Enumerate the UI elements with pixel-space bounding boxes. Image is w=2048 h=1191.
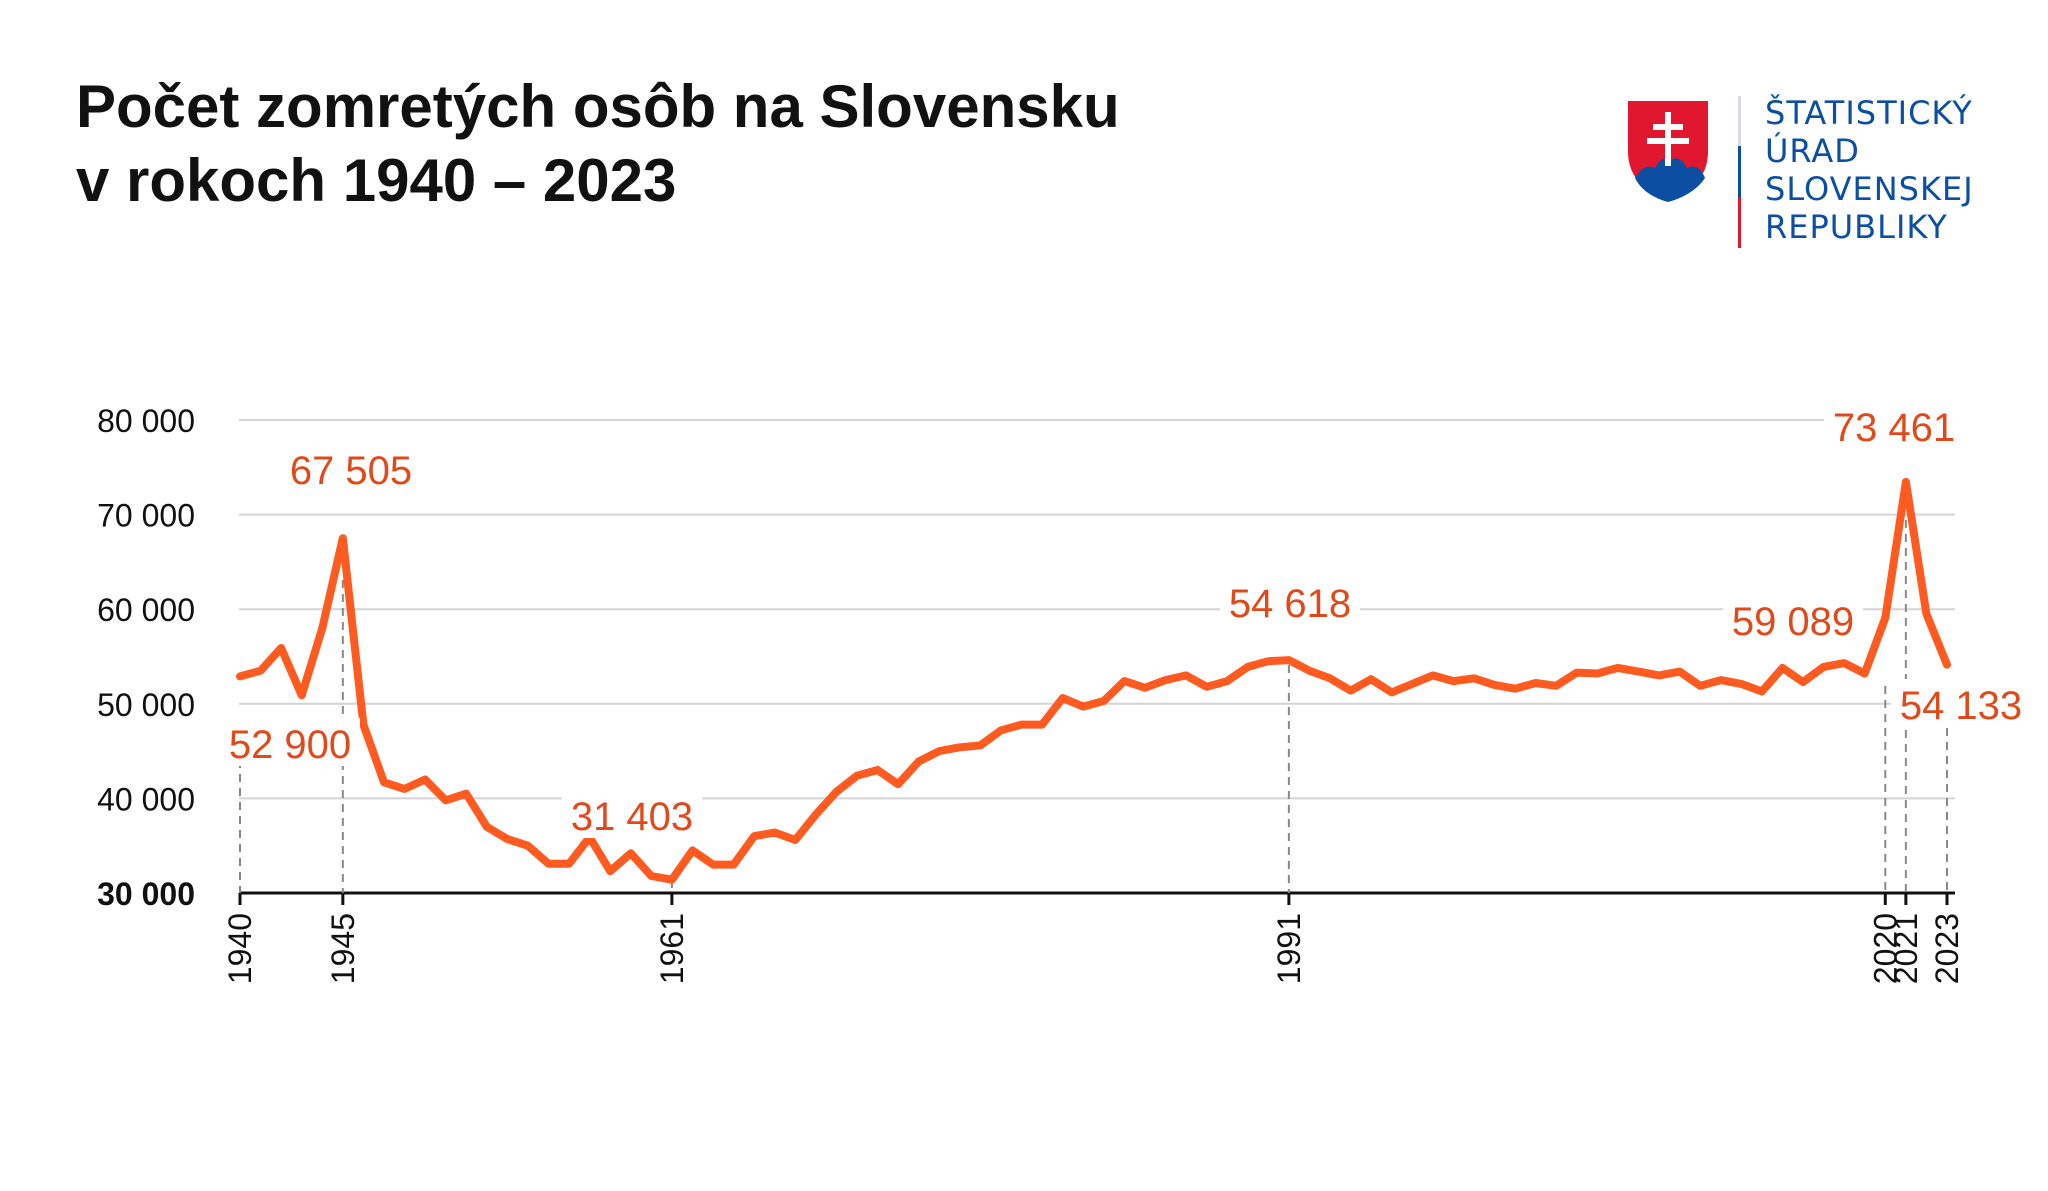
- x-tick-label: 1945: [325, 913, 361, 984]
- logo-line-1: ŠTATISTICKÝ: [1765, 94, 1973, 132]
- x-tick-label: 1940: [222, 913, 258, 984]
- logo-divider: [1738, 96, 1741, 248]
- annotation-bg: [281, 444, 421, 492]
- y-tick-label: 80 000: [97, 403, 195, 439]
- x-tick-label: 1961: [654, 913, 690, 984]
- logo-line-3: SLOVENSKEJ: [1765, 170, 1974, 208]
- annotation-label-2020: 59 089: [1732, 600, 1854, 644]
- annotation-bg: [220, 718, 360, 766]
- annotation-label-1991: 54 618: [1229, 582, 1351, 626]
- series-deaths: [236, 477, 1951, 884]
- series-line: [236, 477, 1951, 884]
- annotation-labels: 52 900 67 505 31 403 54 618 59 089 73 461 54 1…: [220, 401, 2031, 839]
- y-tick-label: 30 000: [97, 876, 195, 912]
- annotation-label-1961: 31 403: [571, 795, 693, 839]
- annotation-label-1940: 52 900: [229, 723, 351, 767]
- y-axis: 30 000 40 000 50 000 60 000 70 000 80 000: [97, 403, 195, 912]
- annotation-bg: [1220, 577, 1360, 625]
- chart-title-line-2: v rokoch 1940 – 2023: [76, 147, 677, 214]
- logo-text: ŠTATISTICKÝ ÚRAD SLOVENSKEJ REPUBLIKY: [1765, 94, 1974, 246]
- x-tick-label: 2021: [1888, 913, 1924, 984]
- y-tick-label: 70 000: [97, 498, 195, 534]
- annotation-bg: [562, 790, 702, 838]
- annotation-bg: [1891, 679, 2031, 727]
- x-tick-label: 2023: [1929, 913, 1965, 984]
- logo-line-2: ÚRAD: [1765, 132, 1860, 170]
- chart-title-line-1: Počet zomretých osôb na Slovensku: [76, 73, 1120, 140]
- chart-title: Počet zomretých osôb na Slovensku v roko…: [76, 70, 1120, 218]
- coat-of-arms-icon: [1626, 99, 1710, 204]
- annotation-label-2021: 73 461: [1833, 406, 1955, 450]
- x-tick-label: 1991: [1271, 913, 1307, 984]
- y-tick-label: 60 000: [97, 592, 195, 628]
- annotation-bg: [1824, 401, 1964, 449]
- logo-line-4: REPUBLIKY: [1765, 208, 1948, 246]
- annotation-label-1945: 67 505: [290, 449, 412, 493]
- grid-lines: [239, 419, 1955, 800]
- x-tick-label: 2020: [1867, 913, 1903, 984]
- y-tick-label: 50 000: [97, 687, 195, 723]
- annotation-label-2023: 54 133: [1900, 684, 2022, 728]
- statistical-office-logo: ŠTATISTICKÝ ÚRAD SLOVENSKEJ REPUBLIKY: [1625, 94, 2025, 254]
- y-tick-label: 40 000: [97, 781, 195, 817]
- annotation-bg: [1723, 595, 1863, 643]
